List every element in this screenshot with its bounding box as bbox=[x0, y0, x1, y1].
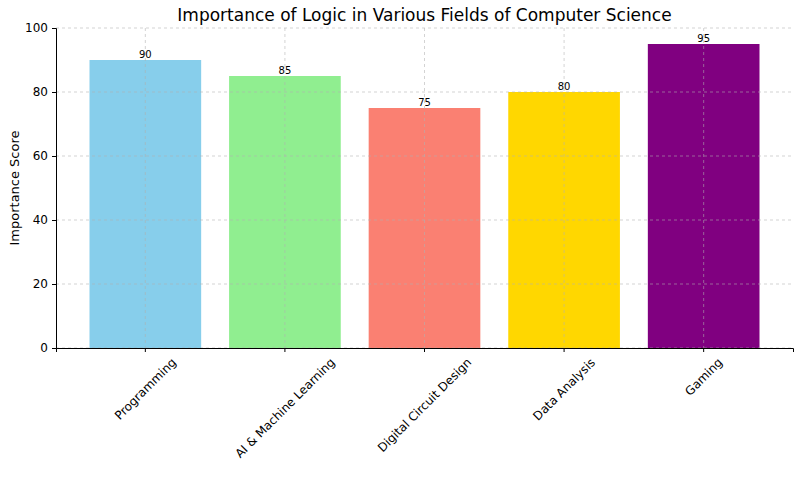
grid-line bbox=[703, 28, 704, 348]
x-tick: AI & Machine Learning bbox=[232, 348, 337, 461]
y-tick-label: 0 bbox=[40, 341, 48, 355]
y-tick-label: 60 bbox=[33, 149, 48, 163]
x-tick: Data Analysis bbox=[530, 348, 598, 423]
x-tick-label: Gaming bbox=[682, 355, 725, 398]
x-tick: Gaming bbox=[682, 348, 725, 399]
y-axis: 0 20 40 60 80 100 bbox=[25, 21, 56, 355]
x-tick-mark bbox=[424, 348, 425, 352]
grid-line bbox=[56, 284, 793, 285]
grid-line bbox=[424, 28, 425, 348]
data-label: 75 bbox=[418, 97, 431, 108]
chart: 0 20 40 60 80 100 Programming AI & Machine Lear… bbox=[0, 0, 800, 477]
x-tick-mark bbox=[703, 348, 704, 352]
y-tick: 0 bbox=[40, 341, 56, 355]
grid-line bbox=[56, 92, 793, 93]
y-tick-mark bbox=[52, 92, 56, 93]
data-label: 80 bbox=[558, 81, 571, 92]
x-tick-label: AI & Machine Learning bbox=[232, 355, 337, 460]
y-tick: 40 bbox=[33, 213, 56, 227]
x-tick: Programming bbox=[112, 348, 179, 423]
data-label: 95 bbox=[697, 33, 710, 44]
y-tick: 20 bbox=[33, 277, 56, 291]
y-axis-line bbox=[52, 29, 57, 349]
grid-line bbox=[564, 28, 565, 348]
data-label: 85 bbox=[279, 65, 292, 76]
x-tick-mark bbox=[145, 348, 146, 352]
y-tick-label: 20 bbox=[33, 277, 48, 291]
y-tick-mark bbox=[52, 284, 56, 285]
y-axis-title: Importance Score bbox=[7, 130, 22, 245]
x-tick: Digital Circuit Design bbox=[375, 348, 474, 455]
y-tick-mark bbox=[52, 220, 56, 221]
chart-title: Importance of Logic in Various Fields of… bbox=[177, 5, 671, 25]
y-tick: 60 bbox=[33, 149, 56, 163]
y-tick-label: 80 bbox=[33, 85, 48, 99]
y-tick-label: 40 bbox=[33, 213, 48, 227]
x-tick-mark bbox=[284, 348, 285, 352]
y-tick-mark bbox=[52, 28, 56, 29]
y-tick-mark bbox=[52, 348, 56, 349]
data-labels: 90 85 75 80 95 bbox=[139, 33, 710, 108]
x-tick-mark bbox=[564, 348, 565, 352]
y-tick: 80 bbox=[33, 85, 56, 99]
x-tick-label: Digital Circuit Design bbox=[375, 355, 474, 454]
x-axis: Programming AI & Machine Learning Digital … bbox=[57, 348, 794, 461]
y-tick-mark bbox=[52, 156, 56, 157]
grid-line bbox=[145, 28, 146, 348]
data-label: 90 bbox=[139, 49, 152, 60]
grid bbox=[56, 28, 793, 348]
x-axis-line bbox=[57, 349, 794, 353]
bar bbox=[229, 76, 341, 348]
x-tick-label: Programming bbox=[112, 355, 179, 422]
grid-line bbox=[284, 28, 285, 348]
plot-area: 0 20 40 60 80 100 Programming AI & Machine Lear… bbox=[25, 21, 793, 460]
x-tick-label: Data Analysis bbox=[530, 355, 598, 423]
y-tick-label: 100 bbox=[25, 21, 48, 35]
y-tick: 100 bbox=[25, 21, 56, 35]
